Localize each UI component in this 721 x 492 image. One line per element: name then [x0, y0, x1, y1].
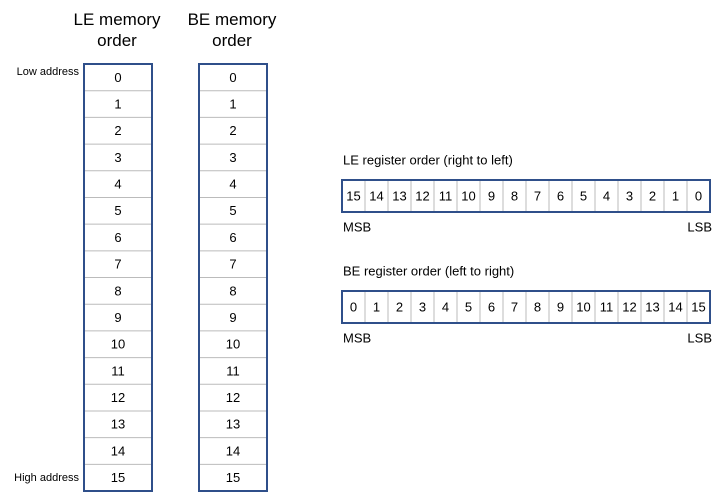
register-cell-label: 1 — [373, 299, 380, 314]
register-cell-label: 7 — [534, 188, 541, 203]
register-cell-label: 12 — [415, 188, 429, 203]
low-address-label: Low address — [17, 66, 80, 78]
memory-cell-label: 14 — [226, 443, 240, 458]
register-cell-label: 3 — [419, 299, 426, 314]
msb-label: MSB — [343, 219, 371, 234]
memory-cell-label: 3 — [229, 150, 236, 165]
register-cell-label: 9 — [557, 299, 564, 314]
memory-cell-label: 13 — [111, 417, 125, 432]
memory-cell-label: 3 — [114, 150, 121, 165]
register-cell-label: 10 — [576, 299, 590, 314]
register-box — [341, 179, 711, 213]
register-cell-label: 13 — [392, 188, 406, 203]
register-cell-label: 0 — [695, 188, 702, 203]
register-cell-label: 13 — [645, 299, 659, 314]
memory-cell-label: 7 — [114, 257, 121, 272]
be-memory-title: BE memory order — [187, 10, 277, 50]
memory-cell-label: 8 — [229, 283, 236, 298]
le-memory-title: LE memory order — [73, 10, 161, 50]
register-cell-label: 1 — [672, 188, 679, 203]
memory-cell-label: 0 — [114, 70, 121, 85]
memory-cell-label: 9 — [229, 310, 236, 325]
register-cell-label: 12 — [622, 299, 636, 314]
memory-cell-label: 11 — [226, 363, 240, 378]
register-cell-label: 2 — [649, 188, 656, 203]
lsb-label: LSB — [687, 330, 712, 345]
register-cell-label: 14 — [369, 188, 383, 203]
memory-cell-label: 6 — [114, 230, 121, 245]
high-address-label: High address — [14, 472, 79, 484]
register-cell-label: 0 — [350, 299, 357, 314]
register-cell-label: 15 — [346, 188, 360, 203]
register-box — [341, 290, 711, 324]
memory-cell-label: 13 — [226, 417, 240, 432]
memory-cell-label: 12 — [111, 390, 125, 405]
register-cell-label: 8 — [534, 299, 541, 314]
register-cell-label: 6 — [488, 299, 495, 314]
memory-cell-label: 1 — [114, 96, 121, 111]
register-cell-label: 2 — [396, 299, 403, 314]
memory-cell-label: 5 — [229, 203, 236, 218]
register-cell-label: 9 — [488, 188, 495, 203]
memory-cell-label: 6 — [229, 230, 236, 245]
memory-cell-label: 10 — [226, 337, 240, 352]
memory-cell-label: 2 — [114, 123, 121, 138]
memory-cell-label: 4 — [229, 177, 236, 192]
register-title: LE register order (right to left) — [343, 152, 513, 167]
memory-cell-label: 14 — [111, 443, 125, 458]
register-cell-label: 11 — [439, 188, 453, 203]
register-cell-label: 10 — [461, 188, 475, 203]
memory-cell-label: 9 — [114, 310, 121, 325]
memory-cell-label: 15 — [111, 470, 125, 485]
memory-column — [198, 63, 268, 492]
register-cell-label: 15 — [691, 299, 705, 314]
msb-label: MSB — [343, 330, 371, 345]
memory-column — [83, 63, 153, 492]
memory-cell-label: 1 — [229, 96, 236, 111]
register-cell-label: 5 — [465, 299, 472, 314]
memory-cell-label: 4 — [114, 177, 121, 192]
register-cell-label: 8 — [511, 188, 518, 203]
memory-cell-label: 12 — [226, 390, 240, 405]
register-cell-label: 3 — [626, 188, 633, 203]
register-cell-label: 14 — [668, 299, 682, 314]
memory-cell-label: 8 — [114, 283, 121, 298]
register-cell-label: 7 — [511, 299, 518, 314]
memory-cell-label: 15 — [226, 470, 240, 485]
memory-cell-label: 5 — [114, 203, 121, 218]
register-cell-label: 6 — [557, 188, 564, 203]
memory-cell-label: 7 — [229, 257, 236, 272]
register-cell-label: 11 — [600, 299, 614, 314]
memory-cell-label: 11 — [111, 363, 125, 378]
memory-cell-label: 0 — [229, 70, 236, 85]
memory-cell-label: 2 — [229, 123, 236, 138]
lsb-label: LSB — [687, 219, 712, 234]
register-title: BE register order (left to right) — [343, 263, 514, 278]
register-cell-label: 4 — [442, 299, 449, 314]
register-cell-label: 5 — [580, 188, 587, 203]
register-cell-label: 4 — [603, 188, 610, 203]
memory-cell-label: 10 — [111, 337, 125, 352]
